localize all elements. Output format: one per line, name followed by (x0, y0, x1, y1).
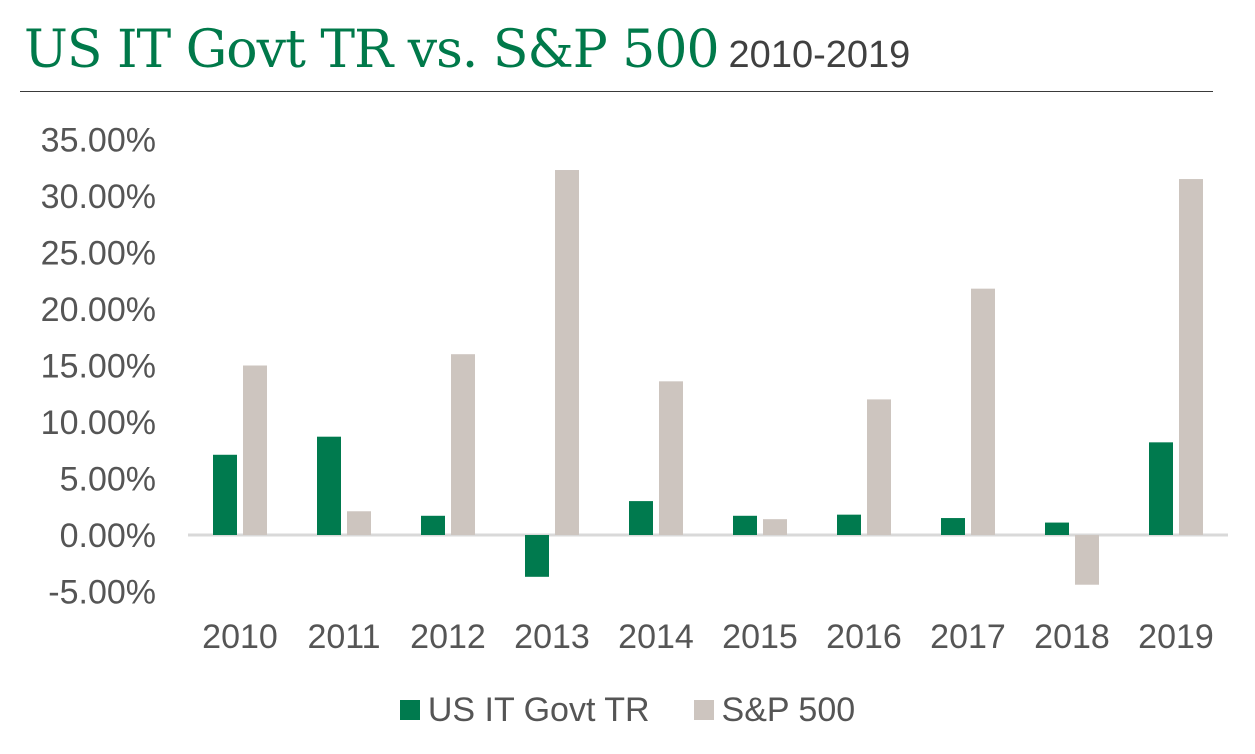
bar-sp500-2018 (1075, 535, 1099, 585)
legend-label-us-it-govt: US IT Govt TR (427, 690, 650, 729)
chart-title-years: 2010-2019 (728, 34, 911, 76)
title-divider (20, 91, 1213, 92)
bar-us-it-govt-2010 (213, 454, 237, 535)
bar-sp500-2010 (243, 365, 267, 535)
bar-sp500-2011 (347, 511, 371, 535)
x-tick-label: 2016 (826, 618, 902, 656)
bar-sp500-2012 (451, 354, 475, 535)
bar-us-it-govt-2012 (421, 515, 445, 535)
legend-item-sp500: S&P 500 (693, 690, 856, 730)
chart-title-main: US IT Govt TR vs. S&P 500 (24, 20, 720, 80)
chart-legend: US IT Govt TR S&P 500 (0, 688, 1255, 732)
legend-item-us-it-govt: US IT Govt TR (399, 690, 650, 730)
bar-us-it-govt-2018 (1045, 522, 1069, 535)
bar-sp500-2017 (971, 288, 995, 535)
bar-us-it-govt-2011 (317, 436, 341, 535)
x-tick-label: 2017 (930, 618, 1006, 656)
y-tick-label: 20.00% (41, 291, 156, 329)
y-tick-label: -5.00% (48, 574, 156, 612)
bar-us-it-govt-2019 (1149, 442, 1173, 535)
legend-swatch-us-it-govt (399, 700, 420, 720)
bar-us-it-govt-2015 (733, 515, 757, 535)
y-tick-label: 15.00% (41, 348, 156, 386)
y-tick-label: 10.00% (41, 404, 156, 442)
bar-us-it-govt-2017 (941, 518, 965, 535)
legend-label-sp500: S&P 500 (721, 690, 856, 729)
bar-us-it-govt-2014 (629, 501, 653, 535)
bar-us-it-govt-2013 (525, 535, 549, 577)
bar-sp500-2016 (867, 399, 891, 535)
bar-us-it-govt-2016 (837, 514, 861, 535)
x-tick-label: 2015 (722, 618, 798, 656)
x-tick-label: 2019 (1138, 618, 1214, 656)
x-tick-label: 2018 (1034, 618, 1110, 656)
x-tick-label: 2011 (307, 618, 380, 656)
y-tick-label: 35.00% (41, 122, 156, 160)
y-tick-label: 25.00% (41, 235, 156, 273)
legend-swatch-sp500 (693, 700, 714, 720)
chart-title: US IT Govt TR vs. S&P 500 2010-2019 (24, 12, 910, 88)
bar-sp500-2015 (763, 519, 787, 535)
x-tick-label: 2010 (202, 618, 278, 656)
x-tick-label: 2013 (514, 618, 590, 656)
x-tick-label: 2012 (410, 618, 486, 656)
bar-chart: 35.00% 30.00% 25.00% 20.00% 15.00% 10.00% 5.00… (41, 122, 1228, 656)
y-tick-label: 5.00% (60, 461, 156, 499)
x-tick-label: 2014 (618, 618, 694, 656)
bar-sp500-2013 (555, 170, 579, 535)
bar-sp500-2014 (659, 381, 683, 535)
bar-sp500-2019 (1179, 179, 1203, 536)
y-tick-label: 0.00% (60, 517, 156, 555)
y-tick-label: 30.00% (41, 178, 156, 216)
